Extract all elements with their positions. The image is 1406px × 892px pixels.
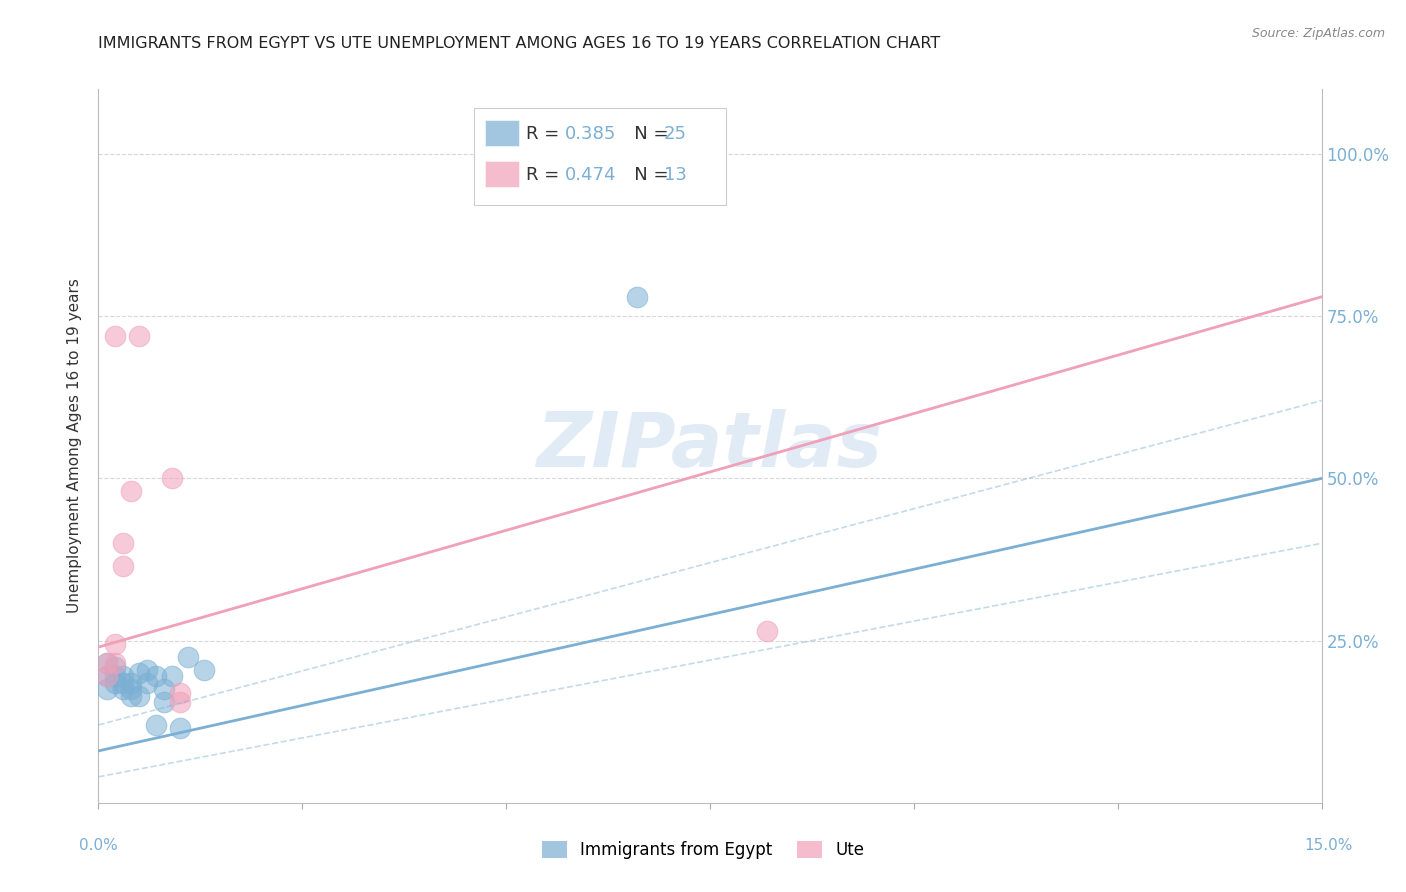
- Point: [145, 718, 167, 732]
- Text: Source: ZipAtlas.com: Source: ZipAtlas.com: [1251, 27, 1385, 40]
- Point: [169, 695, 191, 709]
- Text: R =: R =: [526, 166, 565, 184]
- Point: [152, 682, 174, 697]
- Point: [136, 663, 159, 677]
- Text: N =: N =: [617, 166, 675, 184]
- Text: IMMIGRANTS FROM EGYPT VS UTE UNEMPLOYMENT AMONG AGES 16 TO 19 YEARS CORRELATION : IMMIGRANTS FROM EGYPT VS UTE UNEMPLOYMEN…: [98, 36, 941, 51]
- Point: [169, 685, 191, 699]
- Point: [120, 484, 142, 499]
- Point: [96, 669, 118, 683]
- Point: [193, 663, 215, 677]
- Point: [120, 689, 142, 703]
- Point: [111, 675, 134, 690]
- Text: 0.0%: 0.0%: [79, 838, 118, 854]
- Point: [626, 290, 648, 304]
- Y-axis label: Unemployment Among Ages 16 to 19 years: Unemployment Among Ages 16 to 19 years: [67, 278, 83, 614]
- Point: [169, 721, 191, 735]
- Point: [111, 536, 134, 550]
- Point: [120, 675, 142, 690]
- Point: [152, 695, 174, 709]
- Point: [104, 659, 127, 673]
- Point: [104, 328, 127, 343]
- Point: [111, 669, 134, 683]
- Point: [111, 559, 134, 574]
- Point: [120, 682, 142, 697]
- Text: 15.0%: 15.0%: [1305, 838, 1353, 854]
- Point: [756, 624, 779, 638]
- Point: [104, 657, 127, 671]
- Point: [160, 471, 183, 485]
- Legend: Immigrants from Egypt, Ute: Immigrants from Egypt, Ute: [534, 834, 872, 866]
- Point: [128, 689, 150, 703]
- Point: [177, 649, 200, 664]
- Point: [128, 666, 150, 681]
- Point: [160, 669, 183, 683]
- Text: 0.474: 0.474: [565, 166, 617, 184]
- Text: R =: R =: [526, 125, 565, 143]
- Point: [111, 682, 134, 697]
- Point: [136, 675, 159, 690]
- Point: [96, 657, 118, 671]
- Point: [104, 637, 127, 651]
- Point: [128, 328, 150, 343]
- Text: 13: 13: [664, 166, 686, 184]
- Point: [96, 657, 118, 671]
- Text: ZIPatlas: ZIPatlas: [537, 409, 883, 483]
- Point: [96, 682, 118, 697]
- Point: [104, 669, 127, 683]
- Point: [104, 675, 127, 690]
- Text: 0.385: 0.385: [565, 125, 617, 143]
- Point: [145, 669, 167, 683]
- Text: 25: 25: [664, 125, 686, 143]
- Point: [96, 669, 118, 683]
- Text: N =: N =: [617, 125, 675, 143]
